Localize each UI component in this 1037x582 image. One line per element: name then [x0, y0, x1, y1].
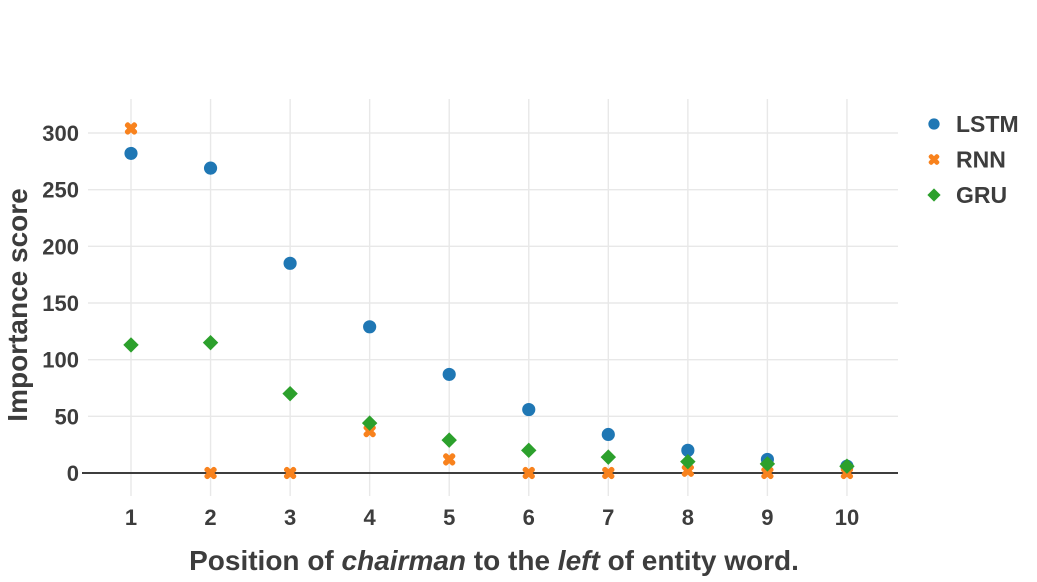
y-tick-label: 300 [42, 121, 79, 146]
x-axis-title: Position of chairman to the left of enti… [189, 545, 799, 576]
data-point-x [443, 453, 456, 466]
data-point-diamond [521, 442, 537, 459]
data-point-diamond [759, 456, 776, 472]
data-point-diamond [927, 188, 941, 202]
data-point-diamond [839, 458, 855, 474]
data-point-diamond [600, 449, 617, 465]
x-tick-label: 2 [204, 505, 216, 530]
x-tick-label: 6 [523, 505, 535, 530]
data-point-circle [283, 256, 297, 270]
data-point-x [283, 466, 297, 480]
x-tick-label: 7 [602, 505, 614, 530]
data-point-circle [601, 427, 615, 442]
data-point-circle [681, 443, 695, 457]
series-lstm [124, 146, 854, 473]
series-rnn [124, 122, 854, 480]
data-point-diamond [680, 453, 696, 470]
y-tick-label: 150 [42, 291, 79, 316]
y-tick-label: 50 [55, 404, 79, 429]
y-tick-label: 200 [42, 234, 79, 259]
series-gru [123, 334, 855, 474]
y-tick-label: 0 [67, 461, 79, 486]
data-point-x [928, 154, 940, 165]
data-point-x [204, 466, 217, 480]
data-point-x [761, 466, 774, 480]
legend: LSTM RNN GRU [927, 111, 1019, 208]
data-point-diamond [202, 334, 219, 351]
data-point-diamond [441, 432, 457, 448]
x-tick-label: 3 [284, 505, 296, 530]
legend-label: LSTM [956, 111, 1019, 137]
data-point-diamond [282, 385, 298, 402]
data-point-circle [363, 320, 377, 334]
x-tick-label: 10 [835, 505, 859, 530]
data-point-x [681, 464, 695, 477]
y-tick-label: 250 [42, 178, 79, 203]
data-point-circle [442, 367, 456, 381]
data-point-x [522, 466, 535, 480]
x-tick-label: 8 [682, 505, 694, 530]
x-tick-label: 5 [443, 505, 455, 530]
data-point-circle [928, 118, 940, 130]
data-point-circle [522, 402, 536, 417]
data-point-x [363, 424, 376, 438]
x-tick-label: 9 [761, 505, 773, 530]
data-point-circle [203, 161, 218, 175]
data-point-circle [124, 146, 138, 160]
x-tick-label: 1 [125, 505, 137, 530]
legend-item-gru: GRU [927, 182, 1007, 208]
data-point-x [602, 466, 615, 480]
y-tick-label: 100 [42, 348, 79, 373]
legend-label: RNN [956, 147, 1006, 173]
legend-label: GRU [956, 182, 1007, 208]
x-tick-label: 4 [364, 505, 377, 530]
data-point-x [124, 122, 138, 135]
y-axis-title: Importance score [2, 188, 33, 421]
data-point-diamond [123, 337, 139, 353]
legend-item-lstm: LSTM [928, 111, 1019, 137]
legend-item-rnn: RNN [928, 147, 1006, 173]
